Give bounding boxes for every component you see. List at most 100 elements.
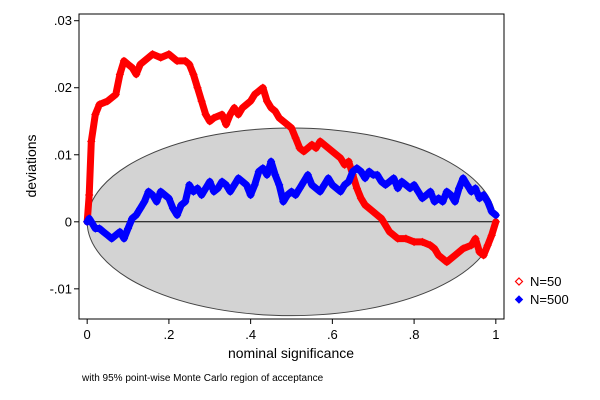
data-point [181, 197, 190, 206]
x-tick-label: 1 [492, 327, 499, 342]
data-point [213, 184, 223, 193]
legend: N=50 N=500 [514, 274, 569, 307]
data-point [225, 187, 235, 196]
data-point [291, 190, 300, 200]
data-point [454, 184, 464, 193]
data-point [315, 137, 325, 146]
data-point [487, 231, 496, 240]
plot-area [82, 50, 501, 317]
data-point [262, 170, 272, 180]
series-layer [82, 50, 501, 267]
data-point [119, 234, 129, 243]
data-point [307, 180, 317, 190]
data-point [344, 157, 353, 166]
x-tick-label: .8 [409, 327, 420, 342]
data-point [467, 241, 476, 250]
data-point [136, 60, 145, 69]
data-point [303, 170, 313, 180]
data-point [250, 180, 259, 190]
data-point [189, 70, 198, 79]
data-point [336, 187, 345, 196]
data-point [377, 214, 386, 223]
data-point [458, 244, 468, 253]
data-point [172, 56, 182, 66]
data-point [270, 106, 280, 116]
data-point [258, 83, 268, 92]
x-tick-label: .6 [327, 327, 338, 342]
data-point [373, 170, 382, 180]
data-point [197, 96, 206, 106]
data-point [434, 251, 443, 260]
data-point [344, 177, 353, 186]
data-point [483, 241, 492, 250]
data-point [446, 190, 456, 200]
data-point [279, 197, 288, 206]
data-point [201, 184, 210, 193]
data-point [369, 207, 378, 216]
x-tick-label: 0 [84, 327, 91, 342]
data-point [389, 174, 398, 183]
x-tick-label: .4 [245, 327, 256, 342]
data-point [197, 190, 206, 200]
data-point [471, 234, 480, 243]
x-axis: 0 .2 .4 .6 .8 1 [84, 319, 499, 342]
data-point [426, 187, 435, 196]
data-point [172, 210, 182, 220]
data-point [438, 197, 447, 206]
data-point [221, 120, 231, 129]
legend-marker-n500 [514, 295, 524, 304]
data-point [442, 257, 451, 267]
data-point [91, 110, 100, 119]
data-point [299, 177, 308, 186]
data-point [132, 210, 141, 220]
data-point [295, 184, 304, 193]
legend-item-n500: N=500 [514, 292, 569, 307]
data-point [193, 184, 202, 193]
data-point [152, 197, 161, 206]
y-tick-label: 0 [65, 214, 72, 229]
data-point [140, 197, 149, 206]
data-point [336, 153, 345, 163]
data-point [475, 247, 484, 257]
data-point [287, 123, 296, 133]
legend-label-n500: N=500 [530, 292, 569, 307]
chart-note: with 95% point-wise Monte Carlo region o… [81, 373, 324, 384]
data-point [238, 177, 247, 186]
x-axis-label: nominal significance [228, 345, 354, 361]
data-point [483, 197, 492, 206]
y-tick-label: .01 [54, 147, 72, 162]
data-point [225, 110, 235, 119]
data-point [352, 163, 362, 173]
data-point [221, 180, 231, 190]
data-point [450, 251, 460, 260]
data-point [409, 180, 419, 190]
data-point [230, 180, 239, 190]
data-point [234, 174, 243, 183]
data-point [85, 190, 94, 200]
data-point [205, 177, 214, 186]
legend-label-n50: N=50 [530, 274, 561, 289]
data-point [450, 197, 460, 206]
data-point [311, 143, 321, 153]
data-point [127, 63, 137, 72]
data-point [242, 180, 251, 190]
data-point [401, 234, 411, 243]
data-point [181, 56, 190, 66]
data-point [193, 83, 202, 92]
data-point [201, 110, 210, 119]
y-axis-label: deviations [23, 134, 39, 197]
data-point [185, 180, 194, 190]
x-tick-label: .2 [163, 327, 174, 342]
data-point [270, 170, 280, 180]
data-point [148, 50, 157, 59]
data-point [393, 184, 402, 193]
data-point [418, 237, 427, 247]
y-tick-label: .03 [54, 13, 72, 28]
legend-item-n50: N=50 [514, 274, 561, 289]
data-point [458, 174, 468, 183]
data-point [164, 194, 174, 203]
data-point [234, 110, 243, 119]
data-point [279, 117, 288, 126]
data-point [360, 200, 370, 210]
